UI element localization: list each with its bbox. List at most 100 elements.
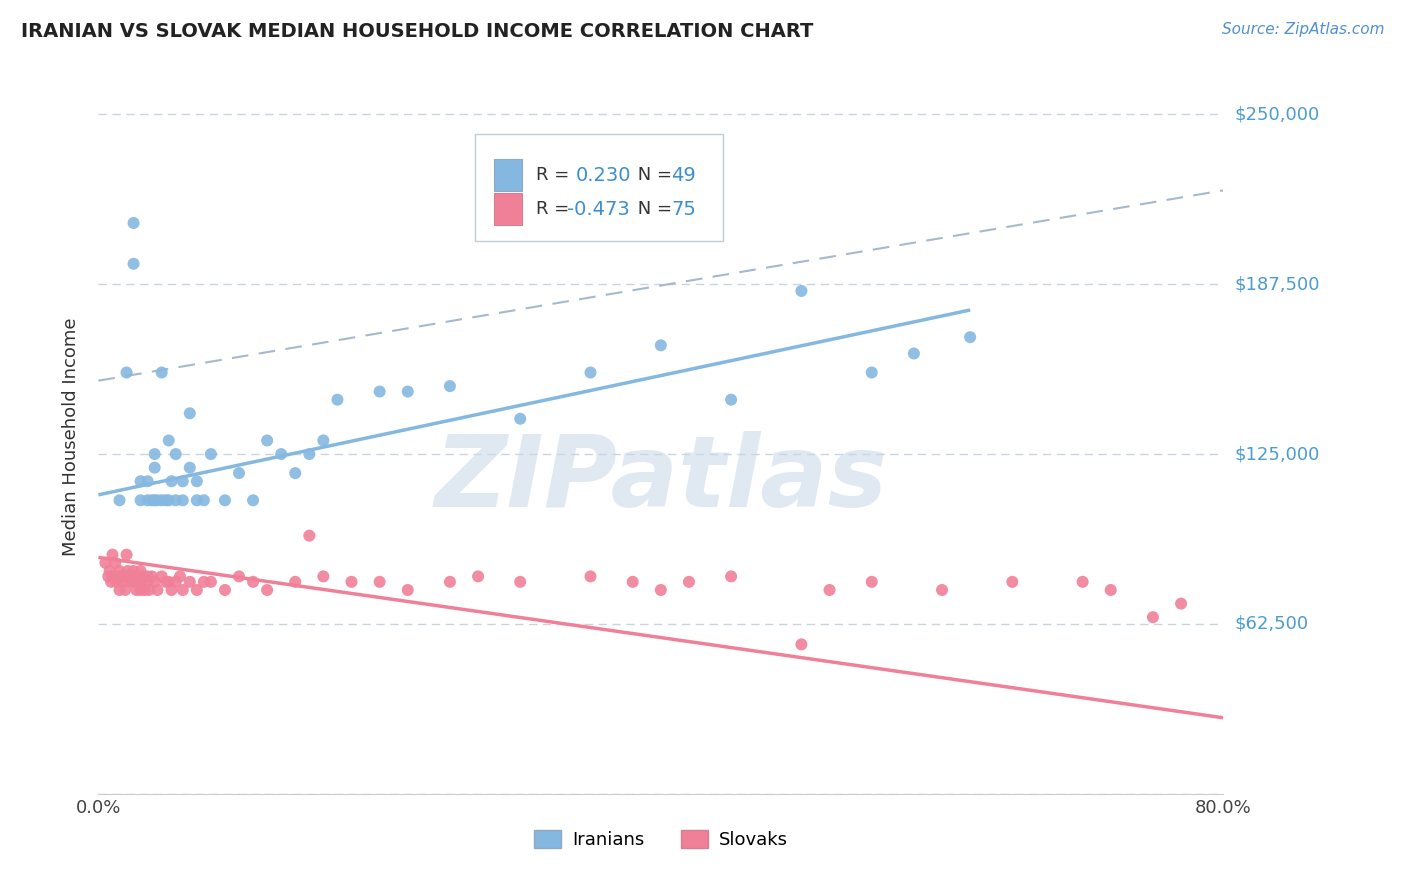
- Point: [141, 569, 163, 583]
- Point: [368, 574, 391, 589]
- Text: $187,500: $187,500: [1234, 275, 1320, 293]
- Point: [122, 257, 145, 271]
- Point: [136, 574, 159, 589]
- Point: [157, 574, 180, 589]
- Point: [298, 528, 321, 542]
- Point: [136, 475, 159, 489]
- Point: [104, 556, 127, 570]
- Point: [172, 493, 194, 508]
- Point: [509, 574, 531, 589]
- Point: [579, 366, 602, 380]
- Point: [160, 582, 183, 597]
- Point: [579, 569, 602, 583]
- Point: [186, 582, 208, 597]
- Point: [132, 569, 155, 583]
- Point: [214, 493, 236, 508]
- Point: [97, 569, 120, 583]
- Point: [368, 384, 391, 399]
- Point: [621, 574, 644, 589]
- Point: [179, 574, 201, 589]
- Point: [122, 574, 145, 589]
- Y-axis label: Median Household Income: Median Household Income: [62, 318, 80, 557]
- Point: [129, 564, 152, 578]
- Point: [155, 574, 177, 589]
- Point: [179, 406, 201, 420]
- Bar: [495, 160, 523, 192]
- Point: [193, 574, 215, 589]
- Point: [128, 569, 150, 583]
- Point: [172, 475, 194, 489]
- Point: [124, 569, 146, 583]
- Point: [678, 574, 700, 589]
- Point: [860, 574, 883, 589]
- Point: [150, 569, 173, 583]
- Text: $125,000: $125,000: [1234, 445, 1320, 463]
- Point: [1099, 582, 1122, 597]
- Point: [141, 493, 163, 508]
- Text: 0.230: 0.230: [575, 166, 631, 185]
- Point: [959, 330, 981, 344]
- Text: $250,000: $250,000: [1234, 105, 1320, 123]
- Point: [107, 569, 129, 583]
- Point: [172, 582, 194, 597]
- Point: [160, 475, 183, 489]
- Point: [125, 582, 148, 597]
- Bar: [495, 194, 523, 226]
- Point: [790, 284, 813, 298]
- Point: [467, 569, 489, 583]
- Point: [200, 447, 222, 461]
- Point: [270, 447, 292, 461]
- Point: [129, 493, 152, 508]
- Point: [136, 569, 159, 583]
- Point: [138, 582, 160, 597]
- Point: [200, 574, 222, 589]
- Point: [312, 569, 335, 583]
- Point: [931, 582, 953, 597]
- Point: [165, 574, 187, 589]
- Point: [101, 548, 124, 562]
- Point: [146, 493, 169, 508]
- Point: [228, 466, 250, 480]
- Text: R =: R =: [536, 201, 575, 219]
- Point: [818, 582, 841, 597]
- Point: [1142, 610, 1164, 624]
- Point: [108, 564, 131, 578]
- Point: [146, 582, 169, 597]
- Point: [439, 574, 461, 589]
- Legend: Iranians, Slovaks: Iranians, Slovaks: [527, 822, 794, 856]
- Point: [129, 475, 152, 489]
- Point: [193, 493, 215, 508]
- Point: [186, 475, 208, 489]
- Point: [134, 582, 156, 597]
- Point: [720, 569, 742, 583]
- Point: [122, 216, 145, 230]
- Text: R =: R =: [536, 166, 575, 185]
- Text: 49: 49: [671, 166, 696, 185]
- Point: [143, 447, 166, 461]
- Point: [179, 460, 201, 475]
- Text: N =: N =: [631, 201, 678, 219]
- Point: [186, 493, 208, 508]
- Point: [256, 434, 278, 448]
- Point: [155, 493, 177, 508]
- Point: [115, 366, 138, 380]
- Point: [114, 582, 136, 597]
- Point: [157, 434, 180, 448]
- Text: ZIPatlas: ZIPatlas: [434, 432, 887, 528]
- Point: [143, 574, 166, 589]
- Point: [214, 582, 236, 597]
- Point: [101, 569, 124, 583]
- Point: [720, 392, 742, 407]
- Point: [228, 569, 250, 583]
- Point: [150, 366, 173, 380]
- Point: [340, 574, 363, 589]
- Point: [117, 564, 139, 578]
- Point: [509, 411, 531, 425]
- Point: [312, 434, 335, 448]
- Point: [284, 466, 307, 480]
- Point: [650, 338, 672, 352]
- Point: [115, 569, 138, 583]
- Point: [122, 564, 145, 578]
- Point: [1071, 574, 1094, 589]
- Text: 75: 75: [671, 200, 696, 219]
